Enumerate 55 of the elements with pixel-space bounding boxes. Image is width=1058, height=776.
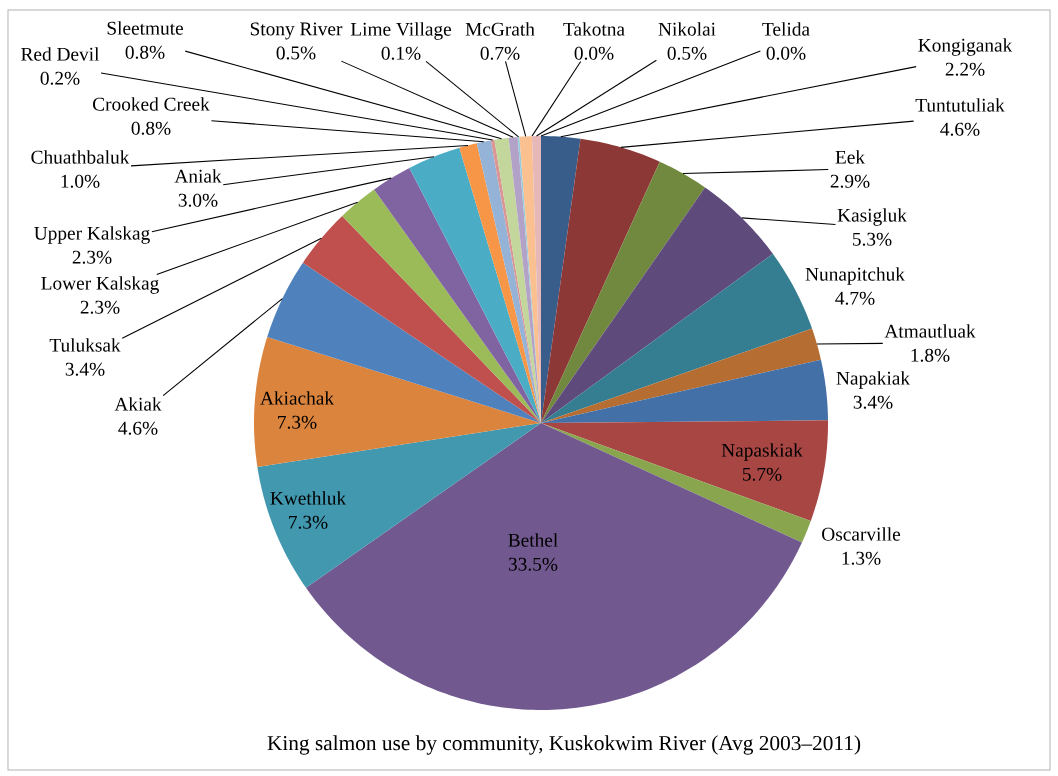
slice-label: Kasigluk (837, 208, 907, 226)
slice-label: McGrath (465, 22, 535, 36)
slice-label: Akiachak (260, 391, 335, 405)
slice-label: Tuntutuliak (915, 98, 1005, 112)
slice-label: Bethel (508, 533, 558, 547)
data-label: 5.7% (743, 467, 782, 481)
slice-label: Atmautluak (884, 324, 976, 338)
data-label: 0.7% (480, 46, 520, 60)
data-label: 0.8% (131, 121, 171, 135)
slice-label: Tuluksak (49, 338, 121, 352)
data-label: 3.4% (853, 395, 893, 409)
data-label: 0.5% (667, 46, 707, 60)
data-label: 0.5% (276, 46, 316, 60)
data-label: 1.0% (61, 174, 100, 188)
data-label: 4.6% (118, 421, 158, 435)
slice-label: Aniak (174, 169, 222, 183)
data-label: 1.3% (842, 551, 881, 565)
data-label: 4.6% (940, 122, 980, 136)
text: King salmon use by community, Kuskokwim River (Avg 2003–2011) (267, 735, 861, 755)
data-label: 7.3% (278, 415, 317, 429)
slice-label: Lower Kalskag (41, 276, 159, 294)
data-label: 33.5% (508, 557, 558, 571)
slice-label: Nunapitchuk (805, 267, 905, 285)
slice-label: Napakiak (836, 371, 911, 389)
slice-label: Akiak (114, 397, 162, 411)
data-label: 0.2% (40, 71, 80, 85)
slice-label: Chuathbaluk (31, 150, 130, 164)
slice-label: Eek (835, 150, 866, 164)
data-label: 2.2% (945, 62, 985, 76)
data-label: 1.8% (911, 348, 950, 362)
slice-label: Upper Kalskag (34, 226, 150, 244)
data-label: 4.7% (835, 291, 875, 305)
slice-label: Red Devil (21, 47, 100, 61)
category-label: Telida (762, 22, 810, 36)
slice-label: Nikolai (658, 22, 716, 36)
data-label: 2.3% (72, 250, 112, 264)
slice-label: Sleetmute (107, 21, 183, 35)
slice-label: Stony River (250, 22, 343, 40)
slice-label: Kongiganak (918, 38, 1013, 56)
data-label: 3.4% (65, 362, 105, 376)
data-label: 7.3% (289, 515, 328, 529)
text: 0.0% (574, 46, 614, 60)
text: 0.0% (766, 46, 806, 60)
data-label: 3.0% (178, 193, 218, 207)
data-label: 0.8% (125, 45, 165, 59)
slice-label: Oscarville (822, 527, 901, 541)
slice-label: Kwethluk (270, 491, 347, 505)
data-label: 0.1% (381, 46, 421, 60)
data-label: 5.3% (853, 232, 892, 246)
slice-label: Napaskiak (721, 443, 803, 461)
data-label: 2.3% (80, 300, 120, 314)
slice-label: Crooked Creek (93, 97, 210, 111)
data-label: 2.9% (830, 174, 870, 188)
slice-label: Lime Village (350, 22, 452, 40)
category-label: Takotna (563, 22, 625, 36)
